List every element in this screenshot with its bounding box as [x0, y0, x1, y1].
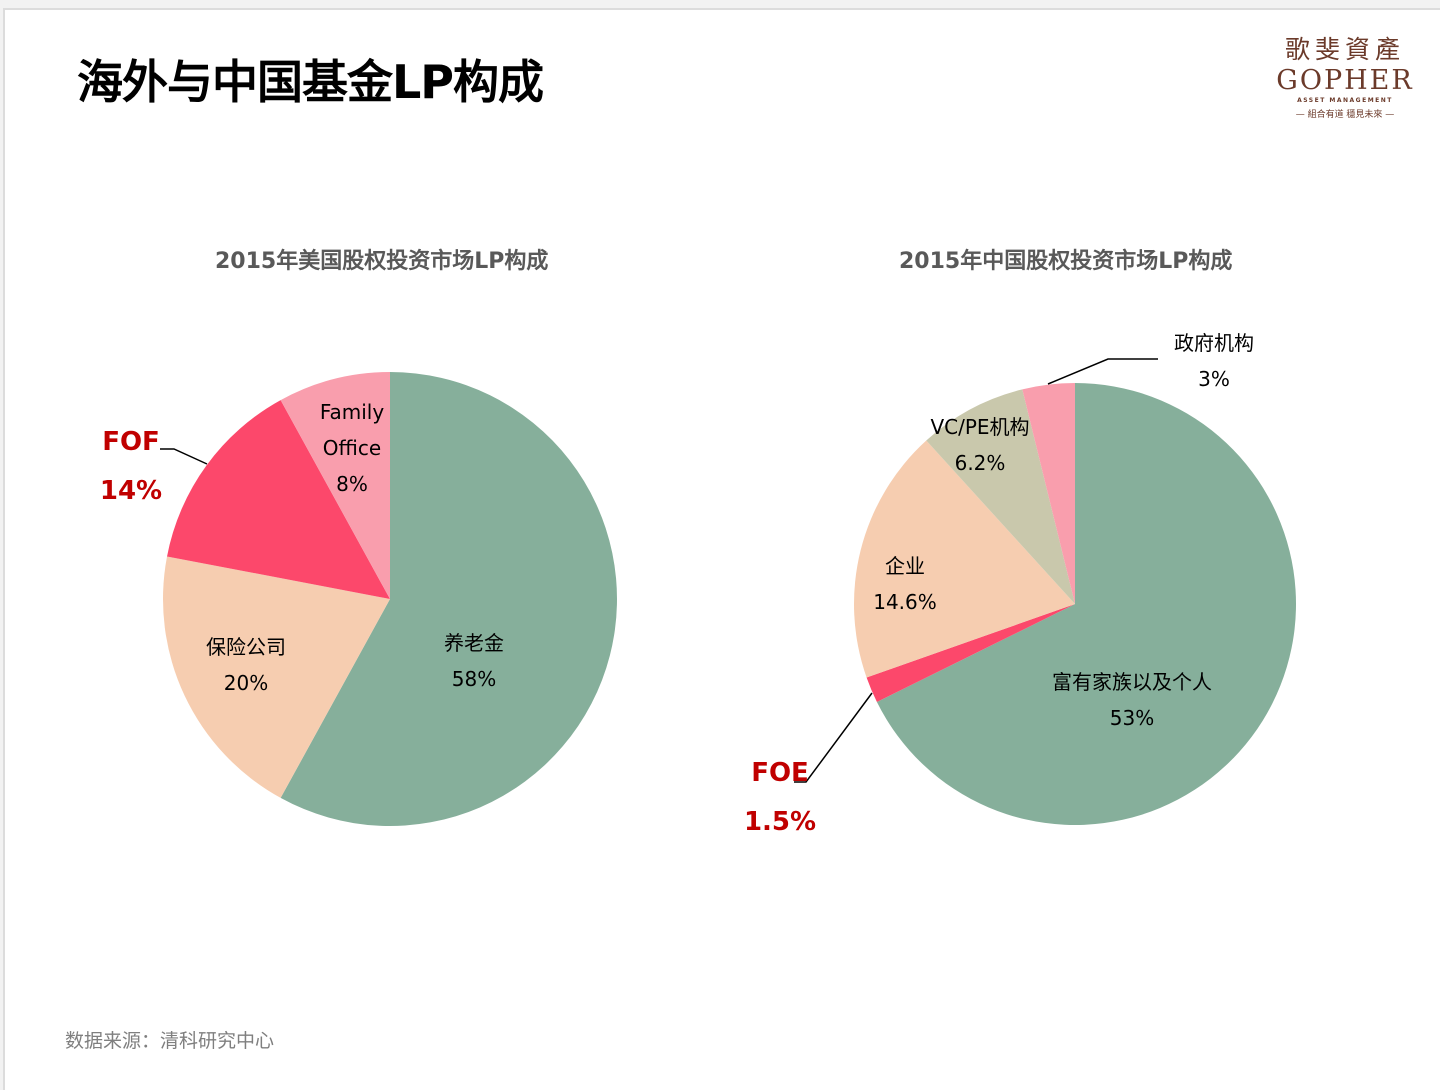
pie-slice-0-2 — [167, 400, 390, 599]
callout-line — [160, 448, 208, 465]
slice-value-label: 53% — [1110, 706, 1154, 730]
pie-slice-0-1 — [163, 556, 390, 798]
slice-value-label: 8% — [336, 472, 368, 496]
slice-label: 政府机构 — [1174, 331, 1254, 355]
slice-value-label: 14% — [100, 476, 162, 506]
pie-slice-1-2 — [854, 440, 1075, 678]
slice-value-label: 1.5% — [744, 807, 816, 837]
slice-label: Office — [323, 436, 381, 460]
data-source-note: 数据来源：清科研究中心 — [65, 1030, 275, 1052]
pie-slice-1-0 — [876, 383, 1296, 825]
company-logo: 歌斐資產 GOPHER ASSET MANAGEMENT — 組合有道 穩見未來… — [1270, 30, 1420, 120]
slice-label: 养老金 — [444, 631, 504, 655]
slice-value-label: 20% — [224, 671, 268, 695]
leader-line — [1047, 358, 1158, 385]
pie-slice-0-3 — [280, 371, 390, 599]
logo-subtitle: ASSET MANAGEMENT — [1297, 97, 1393, 104]
chart-title-china: 2015年中国股权投资市场LP构成 — [899, 249, 1233, 274]
chart-title-us: 2015年美国股权投资市场LP构成 — [215, 249, 549, 274]
callout-line — [794, 692, 873, 783]
pie-slice-1-3 — [926, 389, 1075, 604]
slice-label: FOF — [102, 427, 160, 457]
logo-name-cn: 歌斐資產 — [1284, 35, 1405, 64]
pie-slice-1-1 — [866, 604, 1075, 702]
pie-slice-1-4 — [1022, 383, 1075, 604]
slice-value-label: 58% — [452, 667, 496, 691]
slice-label: Family — [320, 400, 385, 424]
slice-value-label: 3% — [1198, 367, 1230, 391]
slice-value-label: 14.6% — [873, 590, 937, 614]
logo-tagline: — 組合有道 穩見未來 — — [1295, 110, 1395, 120]
pie-slice-0-0 — [280, 372, 617, 826]
slice-label: FOE — [751, 758, 809, 788]
pie-0: 养老金 58% 保险公司 20% FOF 14% Family Office 8% — [100, 371, 617, 826]
slice-label: 富有家族以及个人 — [1052, 670, 1212, 694]
slice-label: 保险公司 — [206, 635, 286, 659]
page-title: 海外与中国基金LP构成 — [77, 55, 544, 109]
slice-label: VC/PE机构 — [930, 415, 1029, 439]
pie-1: 富有家族以及个人 53% FOE 1.5% 企业 14.6% VC/PE机构 6.2% 政府机构… — [744, 331, 1296, 837]
slice-label: 企业 — [885, 554, 925, 578]
logo-name-en: GOPHER — [1276, 65, 1414, 96]
slice-value-label: 6.2% — [955, 451, 1006, 475]
